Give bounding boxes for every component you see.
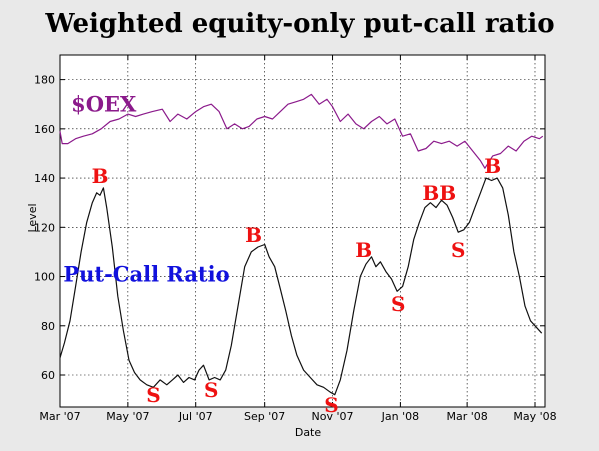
series-label-put-call-ratio: Put-Call Ratio	[63, 261, 229, 286]
buy-signal-label: B	[245, 223, 262, 247]
axis-ticks: 60 80 100 120 140 160 180 Mar '07 May '07 Jul '07…	[34, 55, 557, 423]
chart-title: Weighted equity-only put-call ratio	[44, 9, 554, 39]
series-group	[59, 93, 544, 396]
series-line-put-call-ratio	[59, 177, 543, 396]
y-axis-label: Level	[26, 203, 39, 232]
series-label-oex: $OEX	[71, 92, 137, 117]
grid	[59, 55, 545, 407]
x-tick-label: May '07	[106, 410, 149, 423]
y-tick-label: 120	[34, 221, 55, 234]
x-tick-label: Mar '08	[446, 410, 487, 423]
signal-annotations: B S S B S B S BB S B	[92, 154, 502, 417]
x-axis-label: Date	[295, 426, 322, 439]
buy-signal-label: B	[92, 164, 109, 188]
y-tick-label: 80	[41, 320, 55, 333]
x-tick-label: Sep '07	[244, 410, 285, 423]
x-tick-label: Jan '08	[381, 410, 419, 423]
buy-signal-label: BB	[422, 181, 456, 205]
x-tick-label: Mar '07	[39, 410, 80, 423]
plot-area	[59, 54, 546, 408]
x-tick-label: Nov '07	[312, 410, 354, 423]
y-tick-label: 180	[34, 74, 55, 87]
y-tick-label: 160	[34, 123, 55, 136]
y-tick-label: 100	[34, 271, 55, 284]
buy-signal-label: B	[484, 154, 501, 178]
series-labels: $OEX Put-Call Ratio	[63, 92, 229, 287]
buy-signal-label: B	[355, 238, 372, 262]
sell-signal-label: S	[204, 378, 218, 402]
sell-signal-label: S	[451, 238, 465, 262]
x-tick-label: Jul '07	[178, 410, 213, 423]
x-tick-label: May '08	[513, 410, 556, 423]
sell-signal-label: S	[391, 292, 405, 316]
y-tick-label: 60	[41, 369, 55, 382]
series-line-oex	[59, 93, 544, 169]
y-tick-label: 140	[34, 172, 55, 185]
sell-signal-label: S	[324, 393, 338, 417]
sell-signal-label: S	[146, 383, 160, 407]
